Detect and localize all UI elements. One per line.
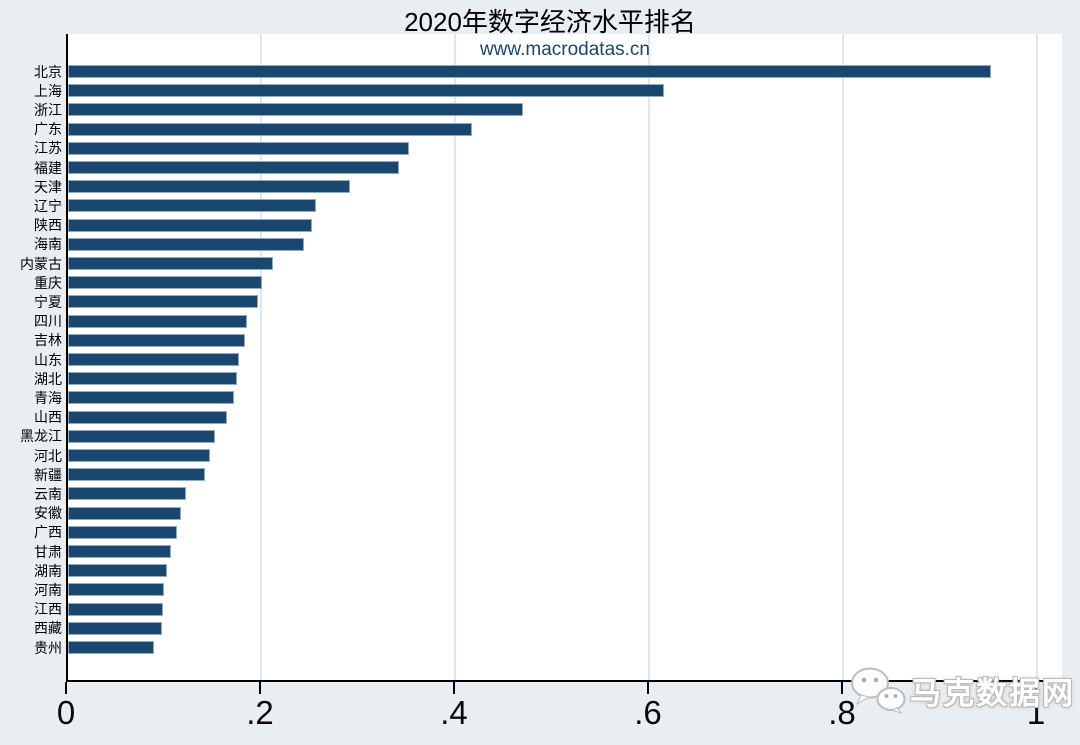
plot-area: www.macrodatas.cn [66,34,1062,682]
bar [68,141,410,155]
bar [68,449,210,462]
bar [68,545,171,558]
bar [68,199,317,213]
bar [68,410,228,424]
bar [68,468,205,482]
bar [68,180,351,194]
y-axis-label: 内蒙古 [20,255,62,272]
y-axis-label: 湖南 [34,562,62,579]
y-axis-label: 四川 [34,313,62,330]
bar [68,103,523,117]
bar [68,621,163,635]
x-tick-label: 0 [56,694,76,731]
x-tick [1035,682,1037,694]
y-axis-label: 陕西 [34,217,62,234]
y-axis-label: 重庆 [34,274,62,291]
y-axis-label: 上海 [34,82,62,99]
y-axis-label: 江苏 [34,140,62,157]
bar [68,161,399,174]
bar [68,237,304,251]
y-axis-label: 西藏 [34,620,62,637]
bar [68,506,182,520]
x-tick [259,682,261,694]
y-axis-label: 河北 [34,447,62,464]
x-tick-label: .6 [634,694,662,731]
y-axis-label: 广东 [34,121,62,138]
site-watermark: www.macrodatas.cn [479,39,650,60]
bar [68,583,164,597]
y-axis-label: 广西 [34,524,62,541]
brand-watermark: 马克数据网 [850,666,1075,714]
y-axis-label: 贵州 [34,639,62,656]
x-tick [841,682,843,694]
bar [68,84,665,98]
x-tick [65,682,67,694]
bar [68,564,167,578]
bar [68,333,246,347]
bar [68,391,234,405]
brand-watermark-text: 马克数据网 [910,675,1075,711]
x-tick-label: .4 [440,694,468,731]
x-tick-label: .2 [246,694,274,731]
x-tick-label: 1 [1026,694,1046,731]
y-axis-label: 天津 [34,178,62,195]
bar [68,353,239,366]
wechat-icon [851,667,906,714]
y-axis-label: 安徽 [34,505,62,522]
y-axis-label: 云南 [34,485,62,502]
gridline [1036,34,1038,680]
y-axis-label: 福建 [34,159,62,176]
y-axis-label: 江西 [34,601,62,618]
gridline [260,34,262,680]
y-axis-label: 宁夏 [34,293,62,310]
bar [68,65,992,78]
y-axis-label: 浙江 [34,101,62,118]
bar [68,314,248,328]
gridline [648,34,650,680]
bar [68,218,313,232]
bar [68,487,187,501]
y-axis-label: 青海 [34,389,62,406]
bar [68,295,259,309]
gridline [454,34,456,680]
y-axis-label: 河南 [34,581,62,598]
gridline [842,34,844,680]
x-tick [453,682,455,694]
bar [68,641,155,654]
bar [68,602,163,616]
bar [68,257,273,270]
y-axis-label: 湖北 [34,370,62,387]
x-tick-label: .8 [828,694,856,731]
y-axis-label: 甘肃 [34,543,62,560]
chart-title: 2020年数字经济水平排名 [404,7,696,37]
y-axis-label: 北京 [34,63,62,80]
y-axis-label: 海南 [34,236,62,253]
bar [68,122,473,136]
bar [68,372,237,386]
x-tick [647,682,649,694]
bar [68,525,177,539]
bar [68,276,262,290]
bar [68,429,216,443]
y-axis-label: 山东 [34,351,62,368]
y-axis-label: 黑龙江 [20,428,62,445]
y-axis-label: 吉林 [34,332,62,349]
y-axis-label: 山西 [34,409,62,426]
y-axis-label: 辽宁 [34,197,62,214]
y-axis-label: 新疆 [34,466,62,483]
